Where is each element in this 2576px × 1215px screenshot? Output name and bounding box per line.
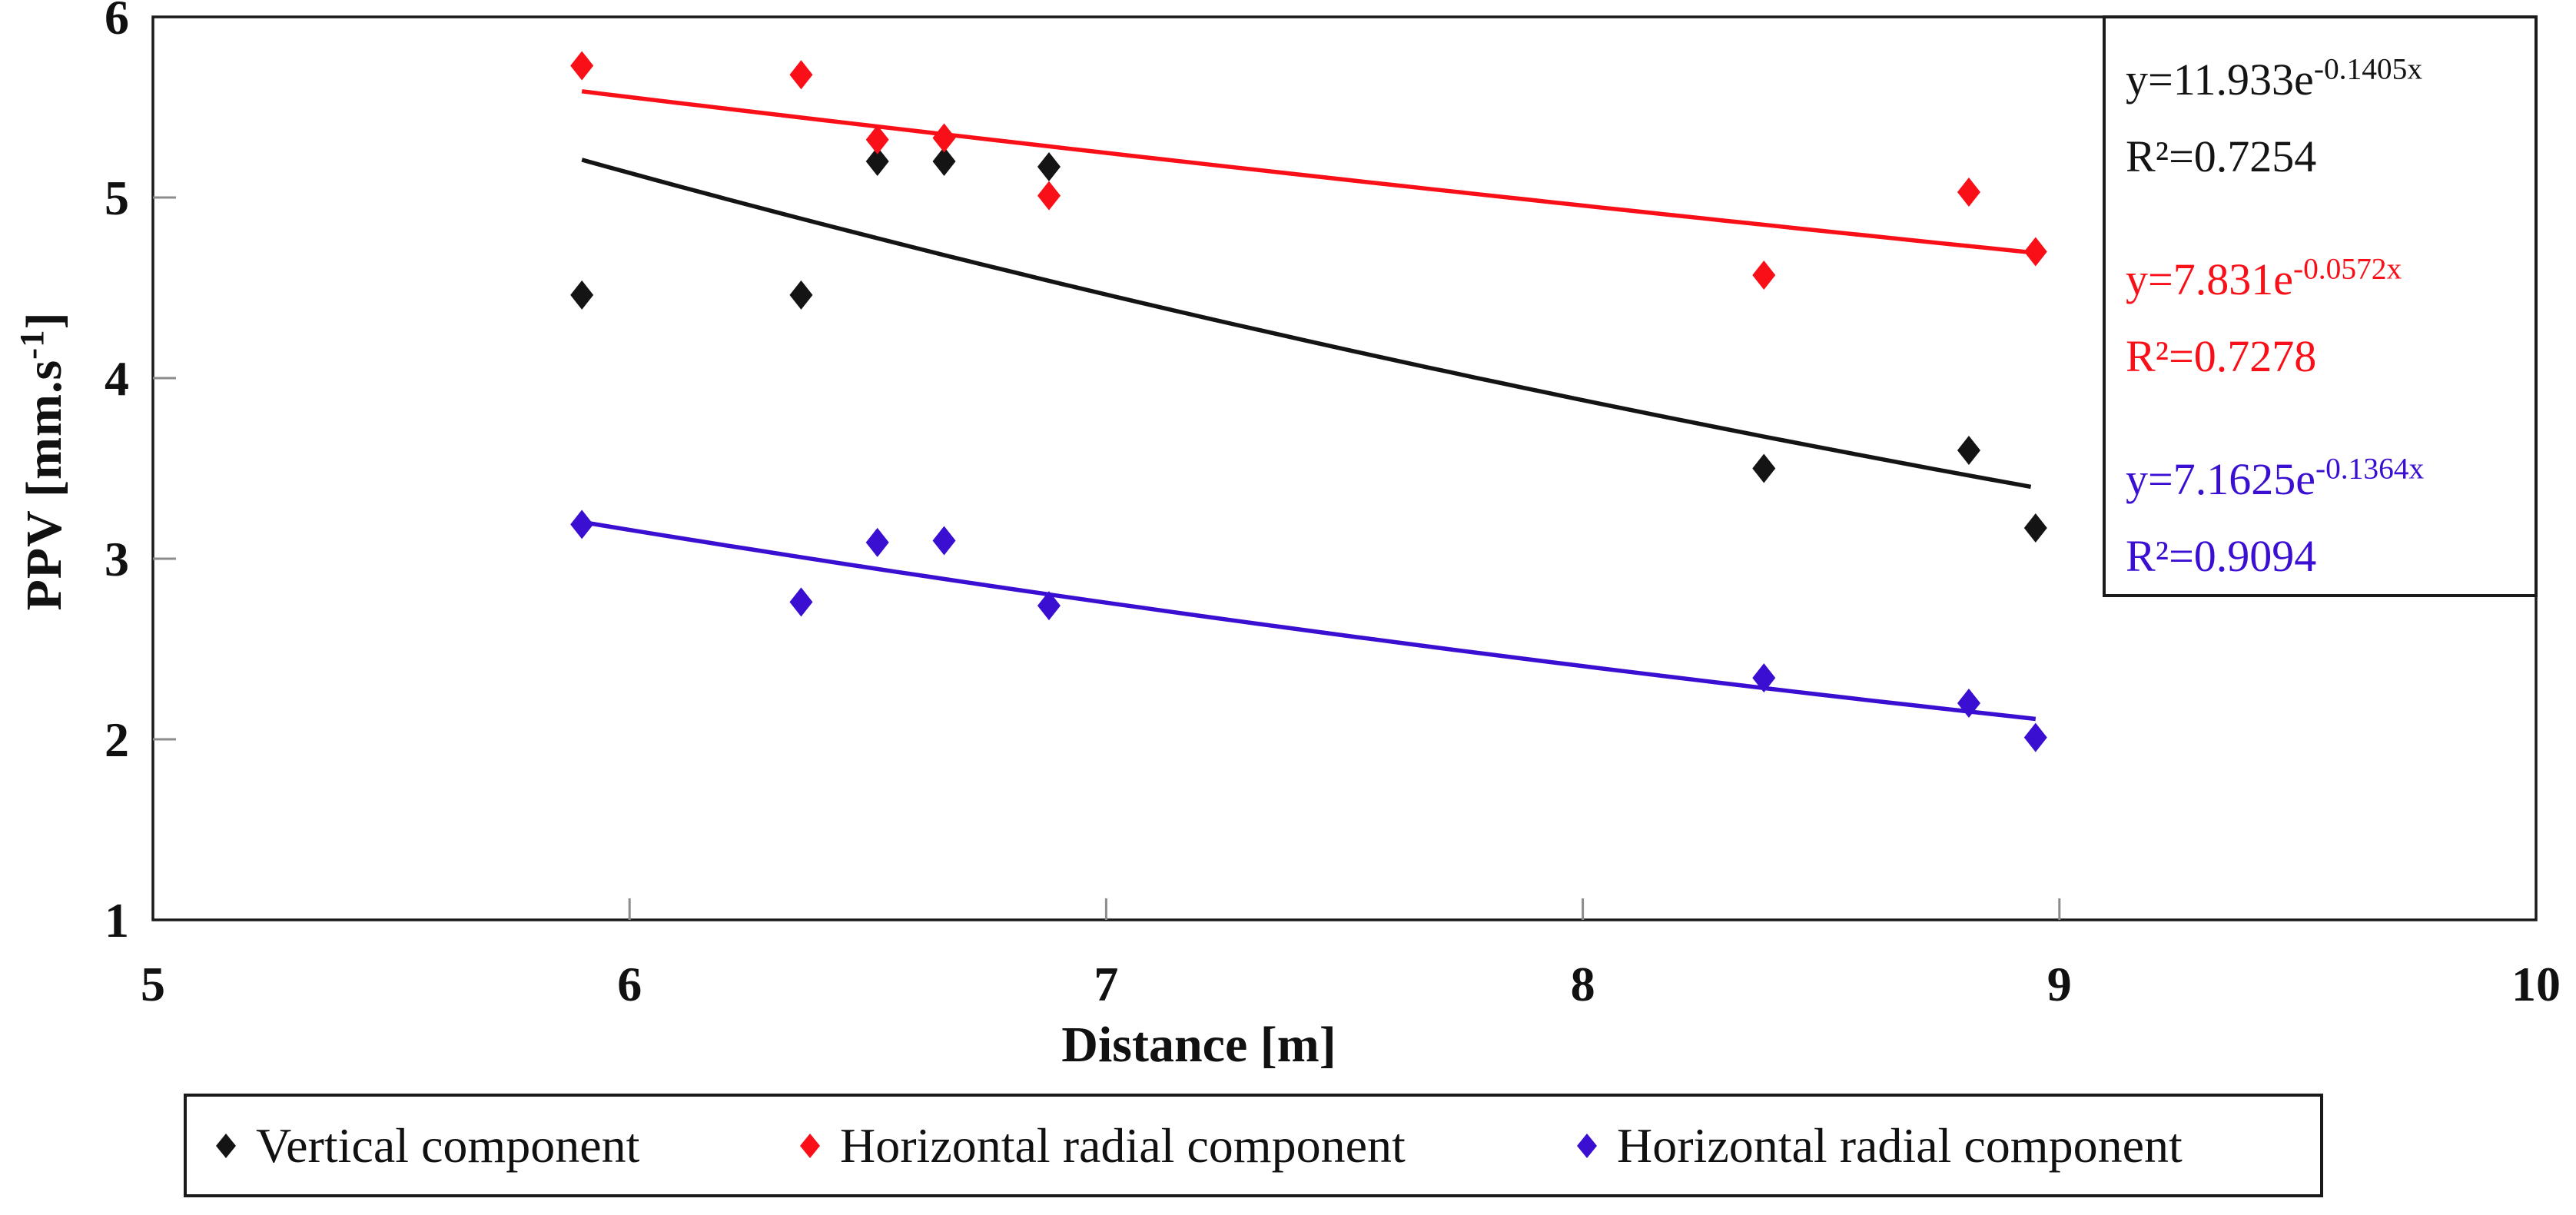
data-point-diamond xyxy=(1752,261,1776,290)
data-point-diamond xyxy=(2023,513,2047,543)
trendline xyxy=(581,158,2032,490)
diamond-marker-icon xyxy=(216,1133,236,1158)
y-tick-label: 5 xyxy=(105,171,129,225)
diamond-marker-icon xyxy=(1577,1133,1597,1158)
data-point-diamond xyxy=(789,587,813,617)
diamond-marker-icon xyxy=(800,1133,820,1158)
x-tick-label: 7 xyxy=(1094,957,1118,1011)
x-tick-label: 8 xyxy=(1571,957,1595,1011)
equation-group-vertical: y=11.933e-0.1405x R²=0.7254 xyxy=(2126,41,2527,195)
trendline xyxy=(581,89,2041,256)
x-tick-label: 5 xyxy=(141,957,165,1011)
trendline xyxy=(581,520,2037,722)
y-axis-title-superscript: -1 xyxy=(12,329,51,360)
data-point-diamond xyxy=(1957,436,1980,465)
equation-text: y=7.1625e-0.1364x xyxy=(2126,451,2425,504)
y-axis-title: PPV [mm.s-1] xyxy=(12,311,72,611)
data-point-diamond xyxy=(932,526,956,556)
data-point-diamond xyxy=(865,147,889,176)
equation-annotation-box: y=11.933e-0.1405x R²=0.7254 y=7.831e-0.0… xyxy=(2103,15,2538,597)
y-tick-label: 1 xyxy=(105,893,129,948)
equation-group-horizontal-radial: y=7.831e-0.0572x R²=0.7278 xyxy=(2126,241,2527,395)
x-tick-label: 6 xyxy=(617,957,642,1011)
data-point-diamond xyxy=(865,124,889,154)
data-point-diamond xyxy=(932,123,956,153)
r-squared-text: R²=0.7278 xyxy=(2126,331,2317,381)
legend-label: Horizontal radial component xyxy=(1617,1117,2183,1173)
x-tick-label: 9 xyxy=(2047,957,2072,1011)
legend-item-horizontal-radial-2: Horizontal radial component xyxy=(1575,1097,2183,1194)
y-tick-label: 4 xyxy=(105,351,129,406)
data-point-diamond xyxy=(1752,663,1776,693)
equation-text: y=11.933e-0.1405x xyxy=(2126,51,2423,105)
x-tick-label: 10 xyxy=(2511,957,2561,1011)
y-tick-label: 3 xyxy=(105,532,129,586)
data-point-diamond xyxy=(1037,152,1061,182)
y-tick-label: 6 xyxy=(105,0,129,45)
data-point-diamond xyxy=(789,280,813,310)
data-point-diamond xyxy=(2023,237,2047,267)
x-axis-title: Distance [m] xyxy=(1061,1017,1336,1073)
equation-group-horizontal-transversal: y=7.1625e-0.1364x R²=0.9094 xyxy=(2126,441,2527,595)
legend-item-vertical: Vertical component xyxy=(214,1097,639,1194)
y-tick-label: 2 xyxy=(105,712,129,767)
data-point-diamond xyxy=(570,280,594,310)
legend-item-horizontal-radial: Horizontal radial component xyxy=(798,1097,1406,1194)
data-point-diamond xyxy=(1957,177,1980,207)
legend-label: Vertical component xyxy=(256,1117,640,1173)
data-point-diamond xyxy=(865,527,889,557)
data-point-diamond xyxy=(789,60,813,90)
r-squared-text: R²=0.7254 xyxy=(2126,131,2317,181)
data-point-diamond xyxy=(1752,453,1776,483)
data-point-diamond xyxy=(1037,181,1061,211)
equation-text: y=7.831e-0.0572x xyxy=(2126,251,2402,304)
legend-label: Horizontal radial component xyxy=(840,1117,1406,1173)
r-squared-text: R²=0.9094 xyxy=(2126,531,2317,581)
data-point-diamond xyxy=(932,147,956,176)
data-point-diamond xyxy=(570,510,594,539)
legend: Vertical component Horizontal radial com… xyxy=(184,1094,2323,1197)
data-point-diamond xyxy=(570,51,594,81)
data-point-diamond xyxy=(1037,591,1061,621)
data-point-diamond xyxy=(2023,722,2047,752)
data-point-diamond xyxy=(1957,689,1980,718)
